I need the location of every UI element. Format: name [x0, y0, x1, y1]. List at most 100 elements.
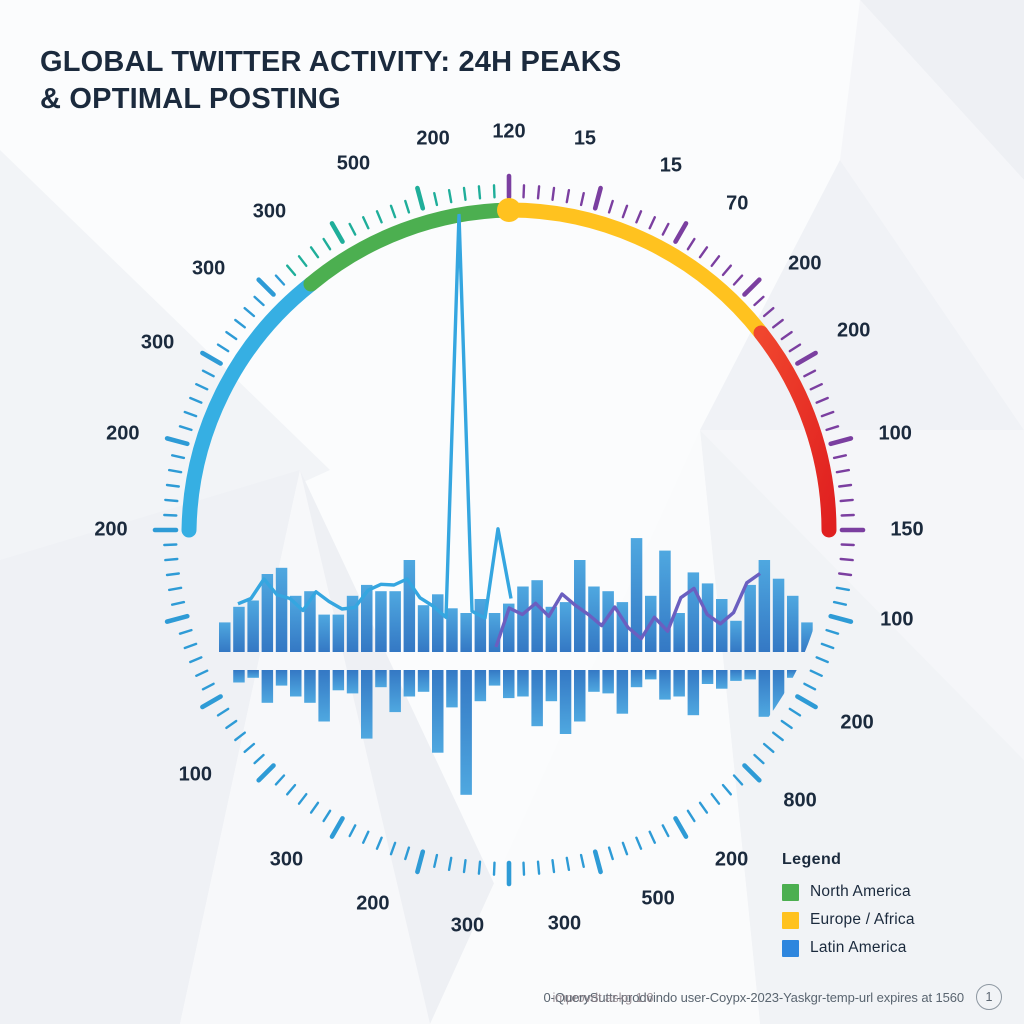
legend-item-label: Europe / Africa [810, 911, 915, 928]
major-tick [415, 849, 426, 875]
minor-tick [477, 185, 482, 200]
minor-tick [607, 199, 614, 214]
minor-tick [164, 557, 179, 562]
bar-positive [332, 614, 345, 652]
bar-positive [432, 594, 444, 652]
minor-tick [762, 742, 775, 753]
minor-tick [165, 483, 181, 488]
gauge-scale-label: 300 [191, 257, 226, 280]
legend-swatch-icon [782, 883, 799, 901]
minor-tick [375, 836, 383, 850]
bar-negative [659, 670, 671, 700]
minor-tick [477, 860, 482, 875]
major-tick [164, 613, 190, 624]
gauge-scale-label: 500 [336, 152, 371, 175]
bar-negative [574, 670, 586, 722]
minor-tick [772, 731, 784, 742]
bar-positive [488, 613, 501, 652]
bar-positive [574, 560, 586, 652]
bar-negative [233, 670, 245, 683]
minor-tick [322, 237, 332, 251]
minor-tick [167, 468, 183, 474]
minor-tick [362, 216, 370, 230]
legend-item-europe-africa[interactable]: Europe / Africa [782, 906, 915, 934]
minor-tick [253, 295, 265, 307]
bar-negative [787, 670, 799, 678]
bar-positive [446, 608, 458, 652]
bar-positive [474, 599, 487, 652]
minor-tick [201, 369, 215, 378]
legend-item-north-america[interactable]: North America [782, 878, 915, 906]
minor-tick [322, 809, 332, 823]
major-tick [673, 221, 689, 244]
minor-tick [686, 809, 696, 823]
minor-tick [803, 682, 817, 691]
footer-watermark-text: 0-QuerySuttr-prodvindo user-Coypx-2023-Y… [543, 990, 964, 1005]
major-tick [742, 277, 762, 297]
gauge-scale-label: 200 [106, 422, 140, 445]
minor-tick [710, 793, 721, 805]
bar-positive [801, 622, 813, 652]
footer-watermark-ghost: improvdt askg 1:6 [552, 989, 654, 1005]
bar-negative [346, 670, 359, 694]
major-tick [415, 185, 426, 211]
minor-tick [348, 222, 357, 236]
line-series-latin-america [237, 213, 513, 620]
footer-watermark-main: 0-QuerySuttr-prodvindo user-Coypx-2023-Y… [543, 989, 964, 1005]
minor-tick [309, 246, 320, 259]
bar-positive [787, 595, 799, 652]
major-tick [742, 763, 762, 783]
gauge-scale-label: 100 [178, 763, 213, 786]
bar-negative [744, 670, 756, 680]
bar-negative [261, 670, 274, 703]
gauge-scale-label: 15 [573, 127, 597, 150]
minor-tick [809, 383, 823, 391]
bar-positive [460, 613, 472, 652]
minor-tick [178, 628, 193, 635]
bar-negative [687, 670, 700, 716]
bar-negative [417, 670, 430, 692]
minor-tick [189, 396, 203, 404]
minor-tick [433, 853, 439, 868]
minor-tick [163, 513, 178, 517]
minor-tick [286, 264, 297, 277]
bar-positive [318, 614, 330, 652]
bar-positive [716, 599, 728, 652]
bar-positive [417, 605, 430, 652]
minor-tick [838, 483, 853, 488]
minor-tick [838, 572, 853, 577]
minor-tick [772, 318, 784, 329]
bar-negative [488, 670, 501, 686]
bar-positive [531, 580, 543, 652]
bar-negative [474, 670, 487, 702]
bar-negative [517, 670, 529, 697]
minor-tick [648, 216, 656, 230]
bar-negative [701, 670, 714, 684]
bar-negative [730, 670, 742, 681]
bar-negative [716, 670, 728, 689]
minor-tick [753, 295, 765, 307]
minor-tick [297, 793, 308, 805]
bar-negative [290, 670, 302, 697]
minor-tick [433, 191, 439, 207]
gauge-scale-label: 200 [416, 127, 450, 150]
bar-negative [403, 670, 416, 697]
bar-negative [332, 670, 345, 691]
minor-tick [635, 210, 643, 224]
bar-positive [687, 572, 700, 652]
gauge-scale-label: 200 [788, 252, 822, 275]
minor-tick [579, 191, 585, 207]
minor-tick [732, 274, 744, 286]
gauge-scale-label: 100 [880, 608, 914, 631]
gauge-scale-label: 120 [492, 120, 526, 143]
gauge-scale-label: 70 [726, 192, 749, 215]
minor-tick [234, 318, 247, 329]
bar-positive [630, 538, 643, 652]
gauge-scale-label: 800 [783, 789, 817, 812]
bar-negative [772, 670, 785, 711]
legend-item-latin-america[interactable]: Latin America [782, 934, 915, 962]
bar-positive [219, 622, 231, 652]
major-tick [592, 185, 603, 211]
minor-tick [225, 719, 238, 730]
bar-positive [247, 600, 259, 652]
